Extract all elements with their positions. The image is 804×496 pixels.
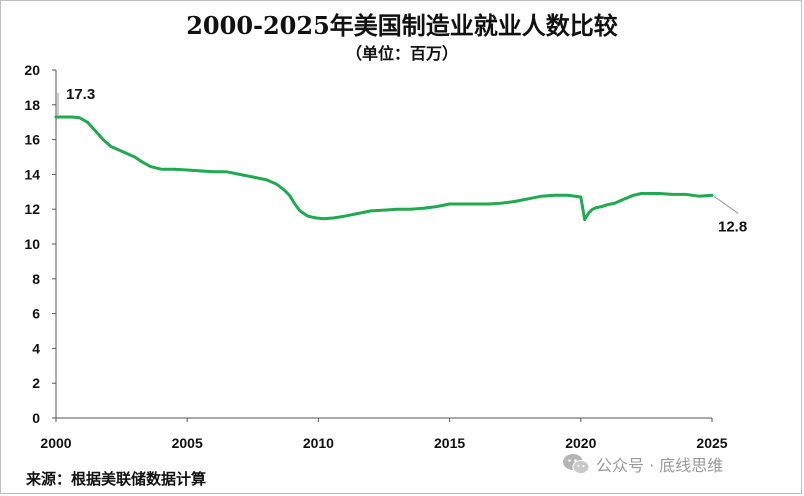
series-line [54,115,714,222]
y-tick-label: 6 [32,306,40,322]
x-tick-label: 2005 [172,435,203,451]
data-label-end: 12.8 [718,218,747,235]
y-tick-label: 2 [32,375,40,391]
plot-area [54,115,714,222]
axes [55,70,712,419]
watermark-text: 公众号 · 底线思维 [596,456,724,475]
y-tick-label: 0 [32,410,40,426]
y-tick-label: 12 [24,201,40,217]
x-tick-label: 2020 [565,435,596,451]
y-tick-label: 14 [24,166,40,182]
wechat-icon [563,454,590,474]
label-leader-end [713,195,739,214]
y-tick-label: 20 [24,62,40,78]
y-tick-label: 4 [32,340,40,356]
source-note: 来源：根据美联储数据计算 [26,470,207,488]
x-tick-labels: 2000 2005 2010 2015 2020 2025 [40,418,728,451]
chart-title: 2000-2025年美国制造业就业人数比较 [186,11,618,40]
x-tick-label: 2015 [434,435,465,451]
y-tick-labels: 0 2 4 6 8 10 12 14 16 18 20 [24,62,56,426]
x-tick-label: 2025 [696,435,727,451]
y-tick-label: 18 [24,97,40,113]
y-tick-label: 8 [32,271,40,287]
x-tick-label: 2010 [303,435,334,451]
y-tick-label: 10 [24,236,40,252]
data-label-start: 17.3 [66,86,95,103]
y-tick-label: 16 [24,132,40,148]
watermark: 公众号 · 底线思维 [562,452,723,476]
data-labels: 17.3 12.8 [57,86,747,235]
chart-subtitle: （单位：百万） [345,44,458,63]
x-tick-label: 2000 [40,435,71,451]
